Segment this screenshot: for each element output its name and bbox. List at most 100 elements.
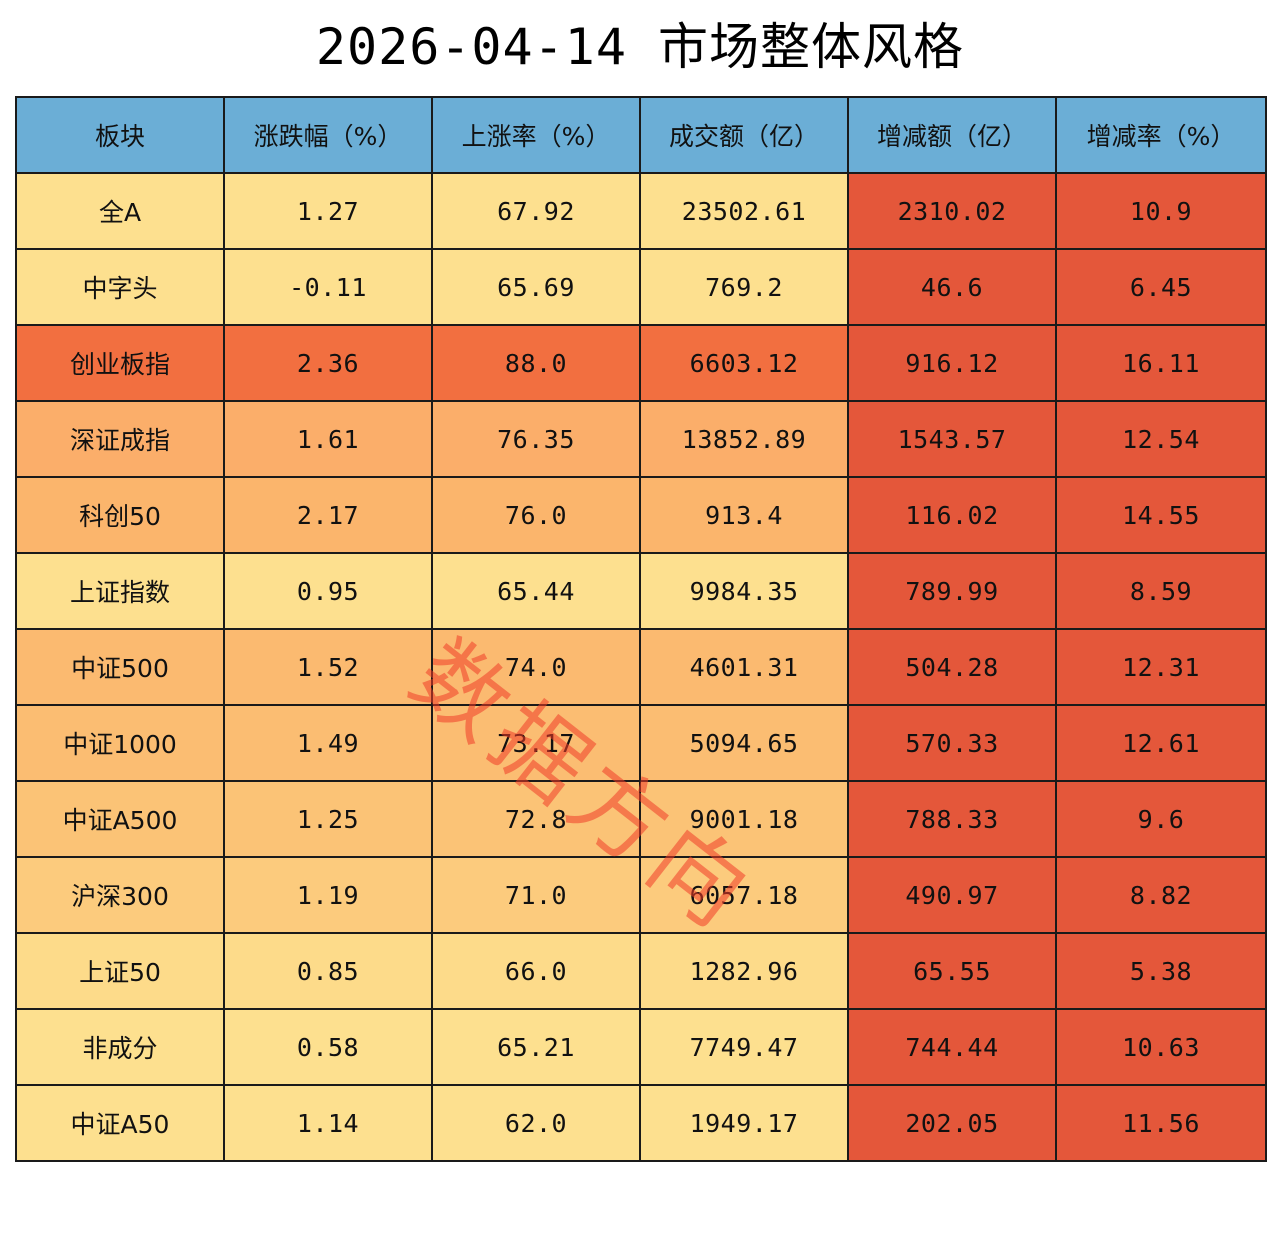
table-row: 中字头 -0.11 65.69 769.2 46.6 6.45: [15, 248, 1267, 326]
turnover-change-cell: 202.05: [847, 1084, 1057, 1162]
turnover-change-rate-cell: 8.82: [1055, 856, 1267, 934]
change-pct-cell: 1.27: [223, 172, 433, 250]
rise-ratio-cell: 76.35: [431, 400, 641, 478]
rise-ratio-cell: 74.0: [431, 628, 641, 706]
turnover-change-rate-cell: 10.9: [1055, 172, 1267, 250]
turnover-change-rate-cell: 9.6: [1055, 780, 1267, 858]
change-pct-cell: 1.14: [223, 1084, 433, 1162]
change-pct-cell: 2.17: [223, 476, 433, 554]
change-pct-cell: -0.11: [223, 248, 433, 326]
rise-ratio-cell: 73.17: [431, 704, 641, 782]
change-pct-cell: 1.61: [223, 400, 433, 478]
table-row: 非成分 0.58 65.21 7749.47 744.44 10.63: [15, 1008, 1267, 1086]
turnover-change-cell: 504.28: [847, 628, 1057, 706]
change-pct-cell: 0.85: [223, 932, 433, 1010]
turnover-change-cell: 744.44: [847, 1008, 1057, 1086]
table-body: 全A 1.27 67.92 23502.61 2310.02 10.9 中字头 -0.11 65…: [15, 172, 1267, 1162]
table-row: 上证50 0.85 66.0 1282.96 65.55 5.38: [15, 932, 1267, 1010]
change-pct-cell: 1.19: [223, 856, 433, 934]
rise-ratio-cell: 72.8: [431, 780, 641, 858]
rise-ratio-cell: 66.0: [431, 932, 641, 1010]
change-pct-cell: 0.95: [223, 552, 433, 630]
turnover-change-rate-cell: 5.38: [1055, 932, 1267, 1010]
table-row: 沪深300 1.19 71.0 6057.18 490.97 8.82: [15, 856, 1267, 934]
change-pct-cell: 1.25: [223, 780, 433, 858]
rise-ratio-cell: 65.21: [431, 1008, 641, 1086]
sector-cell: 非成分: [15, 1008, 225, 1086]
sector-cell: 上证指数: [15, 552, 225, 630]
turnover-cell: 1949.17: [639, 1084, 849, 1162]
table-row: 中证A500 1.25 72.8 9001.18 788.33 9.6: [15, 780, 1267, 858]
change-pct-cell: 1.52: [223, 628, 433, 706]
turnover-change-cell: 116.02: [847, 476, 1057, 554]
rise-ratio-cell: 76.0: [431, 476, 641, 554]
sector-cell: 创业板指: [15, 324, 225, 402]
header-rise-ratio: 上涨率（%）: [431, 96, 641, 174]
header-turnover-change-rate: 增减率（%）: [1055, 96, 1267, 174]
turnover-change-rate-cell: 8.59: [1055, 552, 1267, 630]
sector-cell: 中证A500: [15, 780, 225, 858]
market-style-table: 板块 涨跌幅（%） 上涨率（%） 成交额（亿） 增减额（亿） 增减率（%） 全A…: [15, 96, 1267, 1162]
sector-cell: 深证成指: [15, 400, 225, 478]
table-row: 中证500 1.52 74.0 4601.31 504.28 12.31: [15, 628, 1267, 706]
sector-cell: 科创50: [15, 476, 225, 554]
turnover-cell: 13852.89: [639, 400, 849, 478]
rise-ratio-cell: 71.0: [431, 856, 641, 934]
header-turnover: 成交额（亿）: [639, 96, 849, 174]
table-row: 上证指数 0.95 65.44 9984.35 789.99 8.59: [15, 552, 1267, 630]
header-change-pct: 涨跌幅（%）: [223, 96, 433, 174]
turnover-change-rate-cell: 16.11: [1055, 324, 1267, 402]
sector-cell: 中证A50: [15, 1084, 225, 1162]
turnover-cell: 4601.31: [639, 628, 849, 706]
turnover-cell: 9001.18: [639, 780, 849, 858]
sector-cell: 全A: [15, 172, 225, 250]
sector-cell: 上证50: [15, 932, 225, 1010]
table-row: 中证A50 1.14 62.0 1949.17 202.05 11.56: [15, 1084, 1267, 1162]
rise-ratio-cell: 67.92: [431, 172, 641, 250]
table-row: 创业板指 2.36 88.0 6603.12 916.12 16.11: [15, 324, 1267, 402]
turnover-cell: 913.4: [639, 476, 849, 554]
turnover-change-cell: 46.6: [847, 248, 1057, 326]
turnover-cell: 769.2: [639, 248, 849, 326]
turnover-change-rate-cell: 14.55: [1055, 476, 1267, 554]
header-sector: 板块: [15, 96, 225, 174]
rise-ratio-cell: 65.44: [431, 552, 641, 630]
turnover-cell: 5094.65: [639, 704, 849, 782]
table-row: 深证成指 1.61 76.35 13852.89 1543.57 12.54: [15, 400, 1267, 478]
table-row: 全A 1.27 67.92 23502.61 2310.02 10.9: [15, 172, 1267, 250]
sector-cell: 中证500: [15, 628, 225, 706]
table-row: 中证1000 1.49 73.17 5094.65 570.33 12.61: [15, 704, 1267, 782]
rise-ratio-cell: 88.0: [431, 324, 641, 402]
table-row: 科创50 2.17 76.0 913.4 116.02 14.55: [15, 476, 1267, 554]
change-pct-cell: 1.49: [223, 704, 433, 782]
turnover-change-cell: 916.12: [847, 324, 1057, 402]
table-title: 2026-04-14 市场整体风格: [315, 18, 965, 76]
turnover-change-cell: 788.33: [847, 780, 1057, 858]
turnover-change-cell: 490.97: [847, 856, 1057, 934]
turnover-change-rate-cell: 12.54: [1055, 400, 1267, 478]
sector-cell: 沪深300: [15, 856, 225, 934]
rise-ratio-cell: 62.0: [431, 1084, 641, 1162]
turnover-cell: 1282.96: [639, 932, 849, 1010]
rise-ratio-cell: 65.69: [431, 248, 641, 326]
header-turnover-change: 增减额（亿）: [847, 96, 1057, 174]
turnover-change-rate-cell: 6.45: [1055, 248, 1267, 326]
turnover-change-rate-cell: 11.56: [1055, 1084, 1267, 1162]
turnover-change-cell: 2310.02: [847, 172, 1057, 250]
change-pct-cell: 0.58: [223, 1008, 433, 1086]
sector-cell: 中字头: [15, 248, 225, 326]
turnover-cell: 23502.61: [639, 172, 849, 250]
turnover-cell: 6057.18: [639, 856, 849, 934]
turnover-change-cell: 65.55: [847, 932, 1057, 1010]
turnover-change-rate-cell: 12.61: [1055, 704, 1267, 782]
header-row: 板块 涨跌幅（%） 上涨率（%） 成交额（亿） 增减额（亿） 增减率（%）: [15, 96, 1267, 174]
turnover-change-rate-cell: 12.31: [1055, 628, 1267, 706]
turnover-cell: 7749.47: [639, 1008, 849, 1086]
turnover-change-cell: 1543.57: [847, 400, 1057, 478]
turnover-cell: 9984.35: [639, 552, 849, 630]
turnover-change-cell: 570.33: [847, 704, 1057, 782]
turnover-cell: 6603.12: [639, 324, 849, 402]
turnover-change-rate-cell: 10.63: [1055, 1008, 1267, 1086]
turnover-change-cell: 789.99: [847, 552, 1057, 630]
change-pct-cell: 2.36: [223, 324, 433, 402]
